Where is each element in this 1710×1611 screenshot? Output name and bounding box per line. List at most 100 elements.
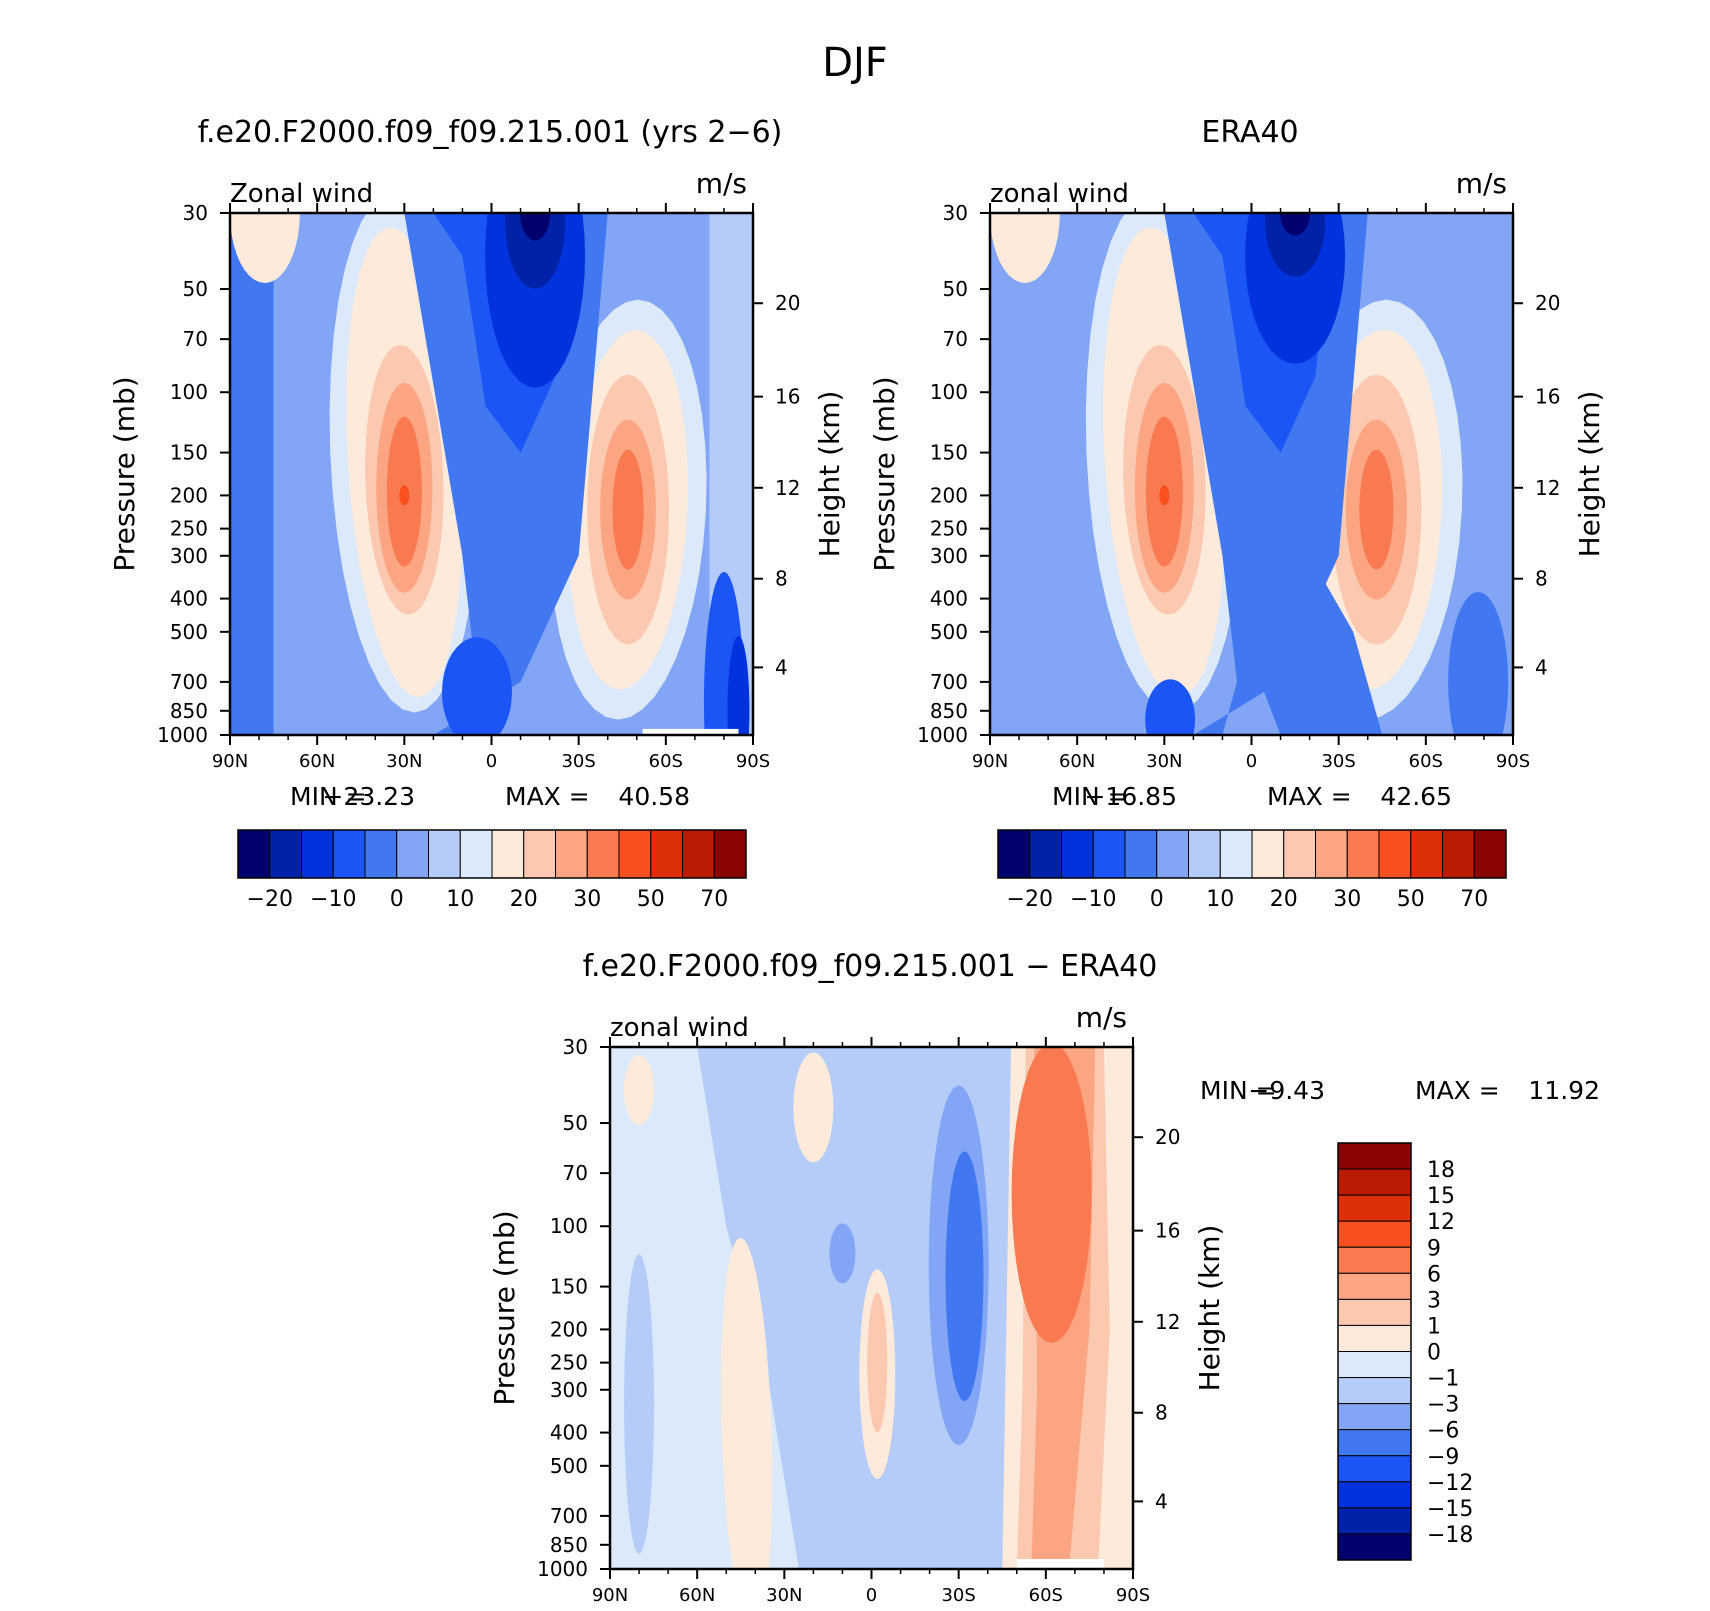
- colorbar-box: [1124, 829, 1158, 879]
- colorbar-label: 6: [1427, 1262, 1441, 1287]
- colorbar-label: 0: [390, 887, 404, 912]
- contour-field: [610, 1047, 1133, 1569]
- contour-field: [230, 213, 753, 735]
- colorbar-label: 70: [1460, 887, 1488, 912]
- panel-units-label: m/s: [1456, 167, 1507, 200]
- colorbar-frame: [997, 829, 1507, 879]
- colorbar-box: [301, 829, 334, 879]
- colorbar-label: 50: [637, 887, 665, 912]
- colorbar-label: 15: [1427, 1184, 1455, 1209]
- panel-variable-label: Zonal wind: [230, 179, 373, 209]
- pressure-tick-label: 1000: [157, 723, 208, 747]
- pressure-tick-label: 850: [550, 1533, 588, 1557]
- max-label: MAX =: [1415, 1076, 1500, 1105]
- panel-units-label: m/s: [696, 167, 747, 200]
- colorbar-box: [1337, 1507, 1412, 1535]
- latitude-tick-label: 60N: [299, 751, 335, 772]
- colorbar-label: −20: [1007, 887, 1053, 912]
- max-value: 40.58: [618, 782, 690, 811]
- contour-region: [505, 213, 566, 289]
- pressure-tick-label: 250: [170, 517, 208, 541]
- colorbar-box: [682, 829, 715, 879]
- pressure-tick-label: 70: [183, 327, 208, 351]
- pressure-tick-label: 300: [550, 1378, 588, 1402]
- pressure-tick-label: 50: [183, 277, 208, 301]
- pressure-axis-label: Pressure (mb): [868, 376, 901, 571]
- colorbar-label: 30: [573, 887, 601, 912]
- contour-region: [829, 1223, 856, 1284]
- latitude-tick-label: 30S: [941, 1585, 975, 1606]
- latitude-tick-label: 90N: [212, 751, 248, 772]
- contour-region: [1265, 213, 1326, 277]
- colorbar-label: 0: [1427, 1341, 1441, 1366]
- pressure-tick-label: 400: [550, 1421, 588, 1445]
- colorbar-box: [997, 829, 1031, 879]
- min-value: −16.85: [1084, 782, 1177, 811]
- colorbar-box: [1378, 829, 1412, 879]
- pressure-tick-label: 300: [170, 544, 208, 568]
- panel-variable-label: zonal wind: [610, 1013, 749, 1043]
- colorbar-box: [1337, 1351, 1412, 1379]
- missing-data: [642, 728, 739, 735]
- latitude-tick-label: 90S: [1116, 1585, 1150, 1606]
- colorbar-box: [586, 829, 620, 879]
- figure-title: DJF: [822, 40, 888, 86]
- pressure-tick-label: 1000: [537, 1557, 588, 1581]
- pressure-axis-label: Pressure (mb): [488, 1210, 521, 1405]
- pressure-tick-label: 500: [930, 620, 968, 644]
- pressure-tick-label: 700: [930, 670, 968, 694]
- height-tick-label: 8: [775, 567, 788, 591]
- pressure-tick-label: 100: [930, 380, 968, 404]
- panel-title: f.e20.F2000.f09_f09.215.001 − ERA40: [583, 949, 1158, 984]
- colorbar-label: −6: [1427, 1419, 1459, 1444]
- colorbar-box: [1337, 1377, 1412, 1405]
- latitude-tick-label: 30S: [1321, 751, 1355, 772]
- height-tick-label: 4: [1155, 1489, 1168, 1513]
- colorbar-frame: [237, 829, 747, 879]
- latitude-tick-label: 60S: [1409, 751, 1443, 772]
- colorbar-box: [1346, 829, 1380, 879]
- pressure-tick-label: 30: [183, 201, 208, 225]
- max-label: MAX =: [505, 782, 590, 811]
- colorbar-label: 10: [1206, 887, 1234, 912]
- pressure-tick-label: 250: [550, 1351, 588, 1375]
- pressure-tick-label: 1000: [917, 723, 968, 747]
- colorbar-box: [713, 829, 747, 879]
- height-tick-label: 12: [1155, 1310, 1180, 1334]
- colorbar-box: [1092, 829, 1126, 879]
- colorbar-label: −12: [1427, 1471, 1473, 1496]
- latitude-tick-label: 60S: [649, 751, 683, 772]
- pressure-tick-label: 700: [550, 1504, 588, 1528]
- height-tick-label: 12: [775, 476, 800, 500]
- contour-region: [793, 1052, 834, 1163]
- pressure-tick-label: 30: [943, 201, 968, 225]
- latitude-tick-label: 30N: [766, 1585, 802, 1606]
- height-tick-label: 4: [775, 655, 788, 679]
- colorbar-label: 1: [1427, 1314, 1441, 1339]
- pressure-tick-label: 850: [170, 699, 208, 723]
- missing-data: [1016, 1559, 1104, 1569]
- colorbar-box: [1337, 1168, 1412, 1196]
- colorbar-box: [1029, 829, 1062, 879]
- min-value: −23.23: [322, 782, 415, 811]
- latitude-tick-label: 90N: [592, 1585, 628, 1606]
- height-tick-label: 16: [775, 385, 800, 409]
- contour-region: [230, 213, 274, 735]
- colorbar-box: [1337, 1324, 1412, 1352]
- panel-units-label: m/s: [1076, 1001, 1127, 1034]
- contour-region: [624, 1254, 655, 1554]
- height-axis-label: Height (km): [813, 391, 846, 558]
- colorbar-box: [459, 829, 493, 879]
- height-tick-label: 4: [1535, 655, 1548, 679]
- pressure-tick-label: 500: [170, 620, 208, 644]
- colorbar-label: −20: [247, 887, 293, 912]
- colorbar-label: −15: [1427, 1497, 1473, 1522]
- latitude-tick-label: 60N: [679, 1585, 715, 1606]
- colorbar-box: [237, 829, 271, 879]
- colorbar-label: −1: [1427, 1367, 1459, 1392]
- colorbar-box: [332, 829, 366, 879]
- contour-region: [1251, 555, 1383, 735]
- colorbar-box: [1473, 829, 1507, 879]
- latitude-tick-label: 60S: [1029, 1585, 1063, 1606]
